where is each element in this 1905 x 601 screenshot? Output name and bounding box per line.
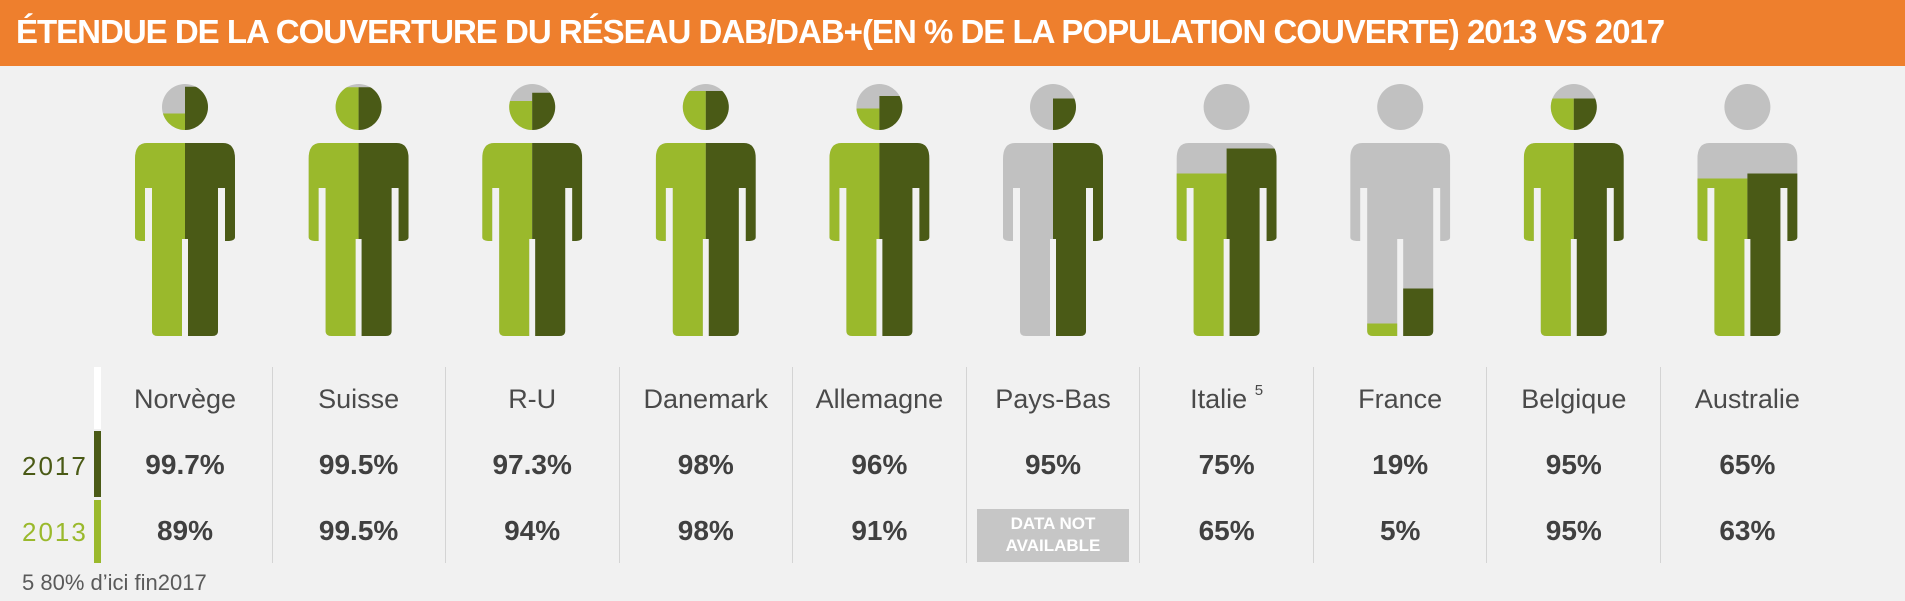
value-2013: 65% — [1198, 515, 1255, 546]
value-2013: 91% — [851, 515, 908, 546]
value-2013: 95% — [1545, 515, 1602, 546]
year-bar-spacer — [94, 367, 101, 429]
country-label: Australie — [1694, 384, 1800, 414]
value-2013: 89% — [156, 515, 214, 546]
coverage-2017-fill — [705, 91, 756, 336]
country-name: Allemagne — [799, 384, 959, 415]
value-2013: 63% — [1719, 515, 1776, 546]
country-figure — [1003, 84, 1103, 336]
year-2013-label: 2013 — [22, 517, 88, 547]
country-figure — [655, 84, 756, 336]
country-name: Danemark — [626, 384, 786, 415]
value-2017: 99.5% — [318, 449, 399, 480]
data-not-available-badge: DATA NOT AVAILABLE — [977, 509, 1129, 562]
coverage-2017-fill — [1226, 148, 1277, 336]
country-figure — [1523, 84, 1624, 336]
coverage-2013-fill — [308, 87, 359, 336]
value-2017: 99.7% — [145, 449, 225, 480]
coverage-2017-fill — [1053, 98, 1103, 336]
badge-text: AVAILABLE — [1005, 536, 1101, 555]
country-label: Allemagne — [815, 384, 944, 414]
country-label: Pays-Bas — [995, 384, 1111, 414]
footnote-marker: 5 — [1254, 382, 1264, 399]
badge-text: DATA NOT — [1010, 514, 1096, 533]
value-2017: 19% — [1372, 449, 1429, 480]
coverage-2017-fill — [358, 87, 409, 336]
country-label: France — [1358, 384, 1443, 414]
value-2017: 65% — [1719, 449, 1776, 480]
footnote: 5 80% d’ici fin2017 — [22, 570, 207, 595]
country-name: Pays-Bas — [973, 384, 1133, 415]
coverage-2013-fill — [1697, 178, 1748, 336]
column-divider — [1139, 367, 1140, 563]
country-label: Belgique — [1521, 384, 1627, 414]
country-label: Suisse — [318, 384, 400, 414]
country-figure — [308, 84, 409, 336]
coverage-2017-fill — [1573, 98, 1624, 336]
coverage-2017-fill — [1400, 288, 1451, 336]
coverage-2013-fill — [135, 113, 185, 336]
value-2017: 96% — [851, 449, 908, 480]
country-figure — [135, 84, 235, 336]
country-name: Australie — [1667, 384, 1827, 415]
country-figure — [829, 84, 930, 336]
column-divider — [966, 367, 967, 563]
country-name: R-U — [452, 384, 612, 415]
country-name: Norvège — [105, 384, 265, 415]
coverage-2013-fill — [482, 101, 533, 336]
value-2013: 99.5% — [318, 515, 399, 546]
country-label: Norvège — [133, 384, 237, 414]
column-divider — [619, 367, 620, 563]
coverage-2013-fill — [1350, 323, 1401, 336]
coverage-2013-fill — [1523, 98, 1574, 336]
value-2017: 75% — [1198, 449, 1255, 480]
country-label: R-U — [508, 384, 557, 414]
value-2017: 95% — [1545, 449, 1602, 480]
country-figure — [1697, 84, 1798, 336]
column-divider — [1313, 367, 1314, 563]
header-bar: ÉTENDUE DE LA COUVERTURE DU RÉSEAU DAB/D… — [0, 0, 1905, 66]
year-2017-bar — [94, 431, 101, 497]
value-2013: 94% — [504, 515, 561, 546]
coverage-2013-fill — [655, 91, 706, 336]
value-2017: 97.3% — [492, 449, 572, 480]
value-2013: 5% — [1379, 515, 1421, 546]
year-2013-bar — [94, 500, 101, 563]
year-2017-label: 2017 — [22, 451, 88, 481]
coverage-2017-fill — [532, 92, 583, 336]
country-name: Suisse — [279, 384, 439, 415]
value-2017: 98% — [677, 449, 734, 480]
country-label: Danemark — [643, 384, 769, 414]
pictogram-figures — [135, 84, 1798, 336]
coverage-2013-fill — [829, 108, 880, 336]
column-divider — [272, 367, 273, 563]
country-name: Belgique — [1494, 384, 1654, 415]
value-2017: 95% — [1024, 449, 1082, 480]
column-divider — [445, 367, 446, 563]
country-figure — [482, 84, 583, 336]
column-divider — [792, 367, 793, 563]
coverage-2013-fill — [1176, 173, 1227, 336]
country-name: Italie 5 — [1147, 382, 1307, 415]
coverage-2017-fill — [185, 86, 235, 336]
column-divider — [1486, 367, 1487, 563]
column-divider — [1660, 367, 1661, 563]
country-name: France — [1320, 384, 1480, 415]
chart-title: ÉTENDUE DE LA COUVERTURE DU RÉSEAU DAB/D… — [16, 13, 1665, 50]
value-2013: 98% — [677, 515, 734, 546]
country-figure — [1176, 84, 1277, 336]
figure-uncovered — [1350, 84, 1451, 336]
country-figure — [1350, 84, 1451, 336]
coverage-2017-fill — [1747, 173, 1798, 336]
country-label: Italie — [1190, 384, 1248, 414]
coverage-2017-fill — [879, 96, 930, 336]
